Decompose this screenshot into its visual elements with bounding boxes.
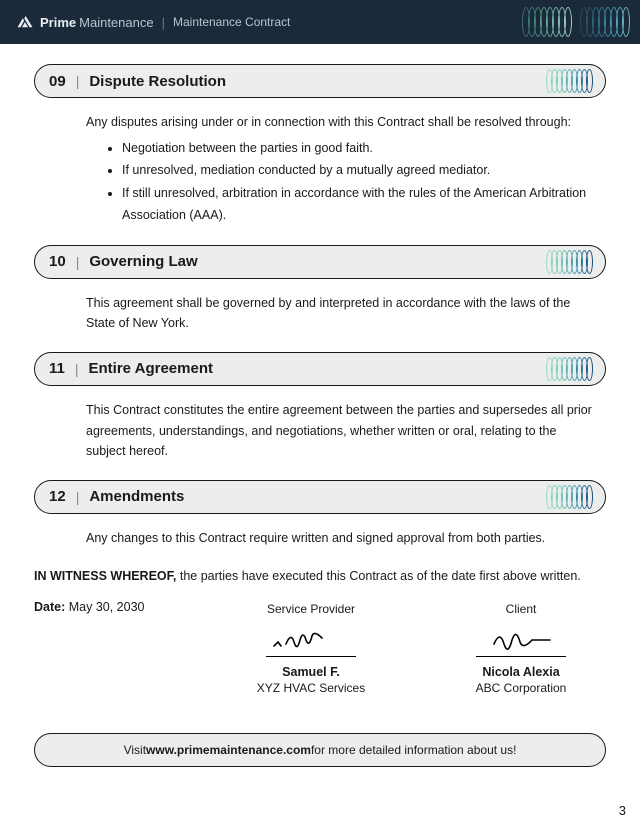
footer-bar: Visit www.primemaintenance.com for more …: [34, 733, 606, 767]
section-09-body: Any disputes arising under or in connect…: [34, 112, 606, 227]
header-separator: |: [162, 15, 165, 30]
bullet-item: If still unresolved, arbitration in acco…: [122, 182, 606, 227]
document-title: Maintenance Contract: [173, 15, 290, 29]
section-separator: |: [76, 254, 80, 270]
page-number: 3: [619, 803, 626, 818]
section-number: 11: [49, 360, 65, 377]
signature-name: Samuel F.: [236, 665, 386, 679]
signature-org: ABC Corporation: [446, 681, 596, 695]
section-09-bullets: Negotiation between the parties in good …: [86, 137, 606, 227]
section-number: 10: [49, 253, 66, 270]
signature-role: Service Provider: [236, 602, 386, 616]
brand-name-light: Maintenance: [79, 15, 153, 30]
section-separator: |: [75, 361, 79, 377]
footer-pre: Visit: [124, 743, 146, 757]
section-decoration: [548, 357, 593, 381]
signature-client: Client Nicola Alexia ABC Corporation: [446, 602, 596, 695]
section-11-body: This Contract constitutes the entire agr…: [34, 400, 606, 462]
section-number: 12: [49, 488, 66, 505]
date-value: May 30, 2030: [65, 600, 144, 614]
section-header-10: 10 | Governing Law: [34, 245, 606, 279]
page-header: Prime Maintenance | Maintenance Contract: [0, 0, 640, 44]
footer-post: for more detailed information about us!: [311, 743, 516, 757]
brand-name-bold: Prime: [40, 15, 76, 30]
signature-role: Client: [446, 602, 596, 616]
signature-provider: Service Provider Samuel F. XYZ HVAC Serv…: [236, 602, 386, 695]
date-label: Date:: [34, 600, 65, 614]
signature-org: XYZ HVAC Services: [236, 681, 386, 695]
section-separator: |: [76, 489, 80, 505]
section-header-09: 09 | Dispute Resolution: [34, 64, 606, 98]
section-title: Entire Agreement: [89, 360, 213, 377]
section-header-12: 12 | Amendments: [34, 480, 606, 514]
signature-row: Service Provider Samuel F. XYZ HVAC Serv…: [34, 602, 606, 695]
section-10-body: This agreement shall be governed by and …: [34, 293, 606, 334]
signature-line: [476, 656, 566, 657]
section-09-intro: Any disputes arising under or in connect…: [86, 115, 571, 129]
section-separator: |: [76, 73, 80, 89]
bullet-item: Negotiation between the parties in good …: [122, 137, 606, 160]
section-decoration: [548, 485, 593, 509]
section-title: Amendments: [89, 488, 184, 505]
footer-link: www.primemaintenance.com: [146, 743, 311, 757]
witness-clause: IN WITNESS WHEREOF, the parties have exe…: [34, 566, 606, 586]
bullet-item: If unresolved, mediation conducted by a …: [122, 159, 606, 182]
section-decoration: [548, 69, 593, 93]
header-decoration: [524, 7, 630, 37]
section-header-11: 11 | Entire Agreement: [34, 352, 606, 386]
witness-rest: the parties have executed this Contract …: [176, 569, 580, 583]
section-number: 09: [49, 73, 66, 90]
section-title: Dispute Resolution: [89, 73, 226, 90]
signature-mark-icon: [236, 624, 386, 654]
section-decoration: [548, 250, 593, 274]
page-content: 09 | Dispute Resolution Any disputes ari…: [0, 44, 640, 695]
signature-line: [266, 656, 356, 657]
witness-lead: IN WITNESS WHEREOF,: [34, 569, 176, 583]
section-title: Governing Law: [89, 253, 197, 270]
section-12-body: Any changes to this Contract require wri…: [34, 528, 606, 549]
signature-mark-icon: [446, 624, 596, 654]
logo-icon: [16, 13, 34, 31]
signature-name: Nicola Alexia: [446, 665, 596, 679]
